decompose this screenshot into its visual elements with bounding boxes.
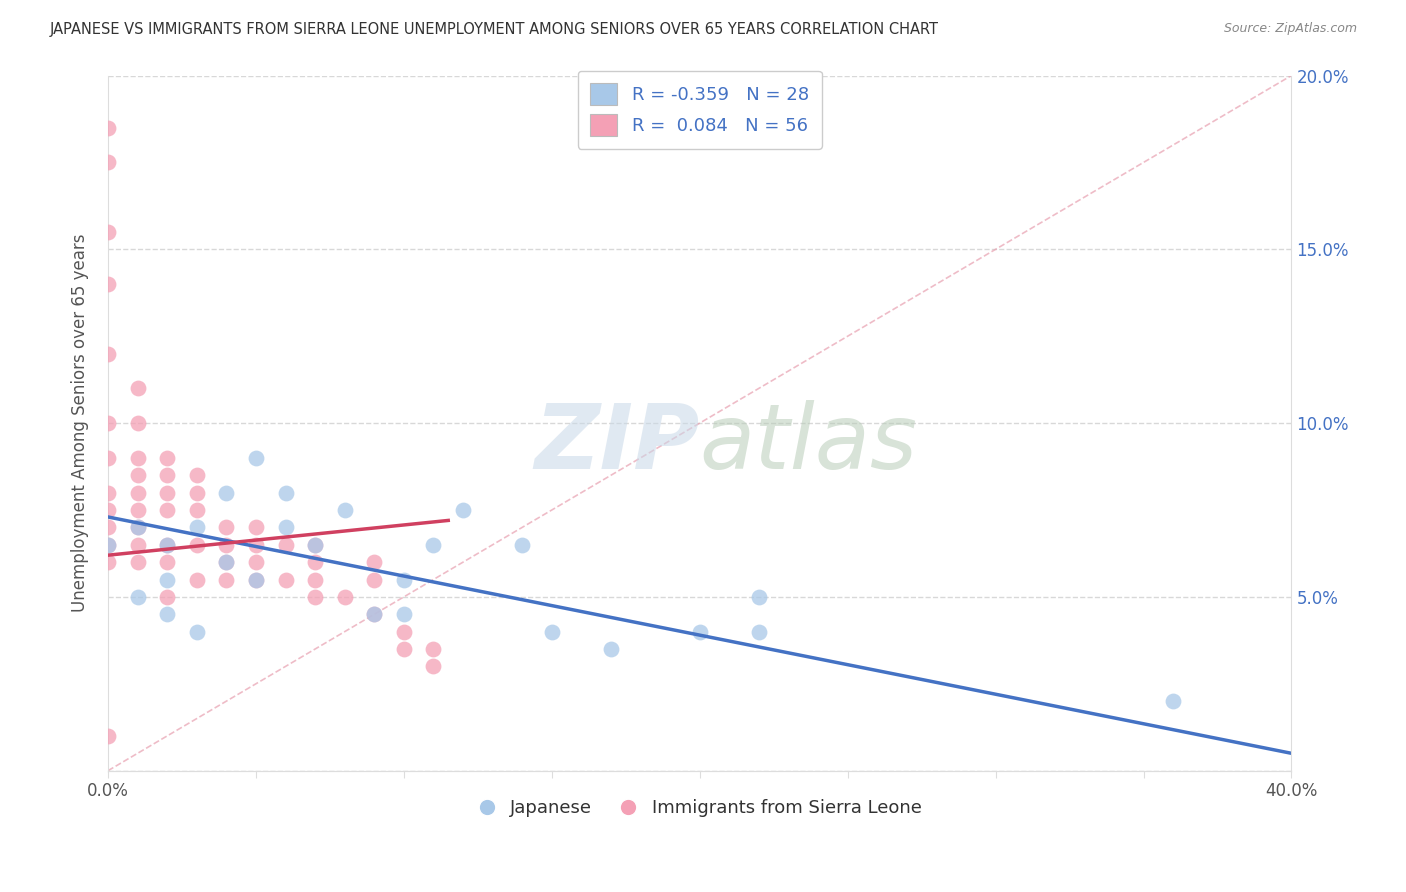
Point — [245, 520, 267, 534]
Text: atlas: atlas — [700, 400, 918, 488]
Point — [97, 538, 120, 552]
Point — [186, 538, 208, 552]
Point — [451, 503, 474, 517]
Legend: Japanese, Immigrants from Sierra Leone: Japanese, Immigrants from Sierra Leone — [471, 792, 929, 824]
Point — [245, 538, 267, 552]
Point — [363, 607, 385, 622]
Point — [156, 573, 179, 587]
Point — [127, 485, 149, 500]
Point — [274, 538, 297, 552]
Point — [97, 346, 120, 360]
Point — [689, 624, 711, 639]
Point — [392, 624, 415, 639]
Point — [333, 590, 356, 604]
Point — [304, 573, 326, 587]
Y-axis label: Unemployment Among Seniors over 65 years: Unemployment Among Seniors over 65 years — [72, 234, 89, 612]
Point — [215, 555, 238, 569]
Point — [156, 555, 179, 569]
Point — [748, 590, 770, 604]
Point — [215, 538, 238, 552]
Point — [245, 573, 267, 587]
Point — [304, 538, 326, 552]
Point — [245, 573, 267, 587]
Point — [215, 485, 238, 500]
Point — [422, 538, 444, 552]
Point — [127, 590, 149, 604]
Point — [97, 503, 120, 517]
Point — [748, 624, 770, 639]
Point — [186, 485, 208, 500]
Point — [600, 642, 623, 657]
Point — [156, 485, 179, 500]
Point — [304, 590, 326, 604]
Point — [186, 573, 208, 587]
Point — [215, 555, 238, 569]
Point — [274, 485, 297, 500]
Point — [392, 573, 415, 587]
Point — [392, 607, 415, 622]
Point — [127, 520, 149, 534]
Point — [215, 573, 238, 587]
Point — [186, 520, 208, 534]
Point — [540, 624, 562, 639]
Point — [186, 624, 208, 639]
Point — [156, 590, 179, 604]
Point — [186, 468, 208, 483]
Point — [97, 485, 120, 500]
Point — [97, 729, 120, 743]
Point — [274, 520, 297, 534]
Point — [127, 450, 149, 465]
Point — [510, 538, 533, 552]
Point — [156, 538, 179, 552]
Point — [392, 642, 415, 657]
Point — [304, 538, 326, 552]
Point — [333, 503, 356, 517]
Point — [156, 450, 179, 465]
Point — [274, 573, 297, 587]
Point — [97, 538, 120, 552]
Point — [215, 520, 238, 534]
Point — [127, 520, 149, 534]
Point — [156, 607, 179, 622]
Point — [186, 503, 208, 517]
Point — [97, 520, 120, 534]
Point — [97, 120, 120, 135]
Point — [304, 555, 326, 569]
Point — [97, 450, 120, 465]
Point — [156, 468, 179, 483]
Point — [422, 642, 444, 657]
Point — [245, 555, 267, 569]
Point — [127, 381, 149, 395]
Point — [363, 555, 385, 569]
Point — [97, 277, 120, 291]
Point — [1161, 694, 1184, 708]
Point — [97, 225, 120, 239]
Point — [363, 607, 385, 622]
Point — [97, 416, 120, 430]
Point — [97, 555, 120, 569]
Point — [127, 538, 149, 552]
Point — [363, 573, 385, 587]
Text: ZIP: ZIP — [534, 400, 700, 488]
Text: JAPANESE VS IMMIGRANTS FROM SIERRA LEONE UNEMPLOYMENT AMONG SENIORS OVER 65 YEAR: JAPANESE VS IMMIGRANTS FROM SIERRA LEONE… — [49, 22, 938, 37]
Point — [127, 416, 149, 430]
Point — [422, 659, 444, 673]
Point — [156, 538, 179, 552]
Point — [156, 503, 179, 517]
Point — [127, 503, 149, 517]
Point — [245, 450, 267, 465]
Point — [97, 155, 120, 169]
Point — [127, 468, 149, 483]
Point — [127, 555, 149, 569]
Text: Source: ZipAtlas.com: Source: ZipAtlas.com — [1223, 22, 1357, 36]
